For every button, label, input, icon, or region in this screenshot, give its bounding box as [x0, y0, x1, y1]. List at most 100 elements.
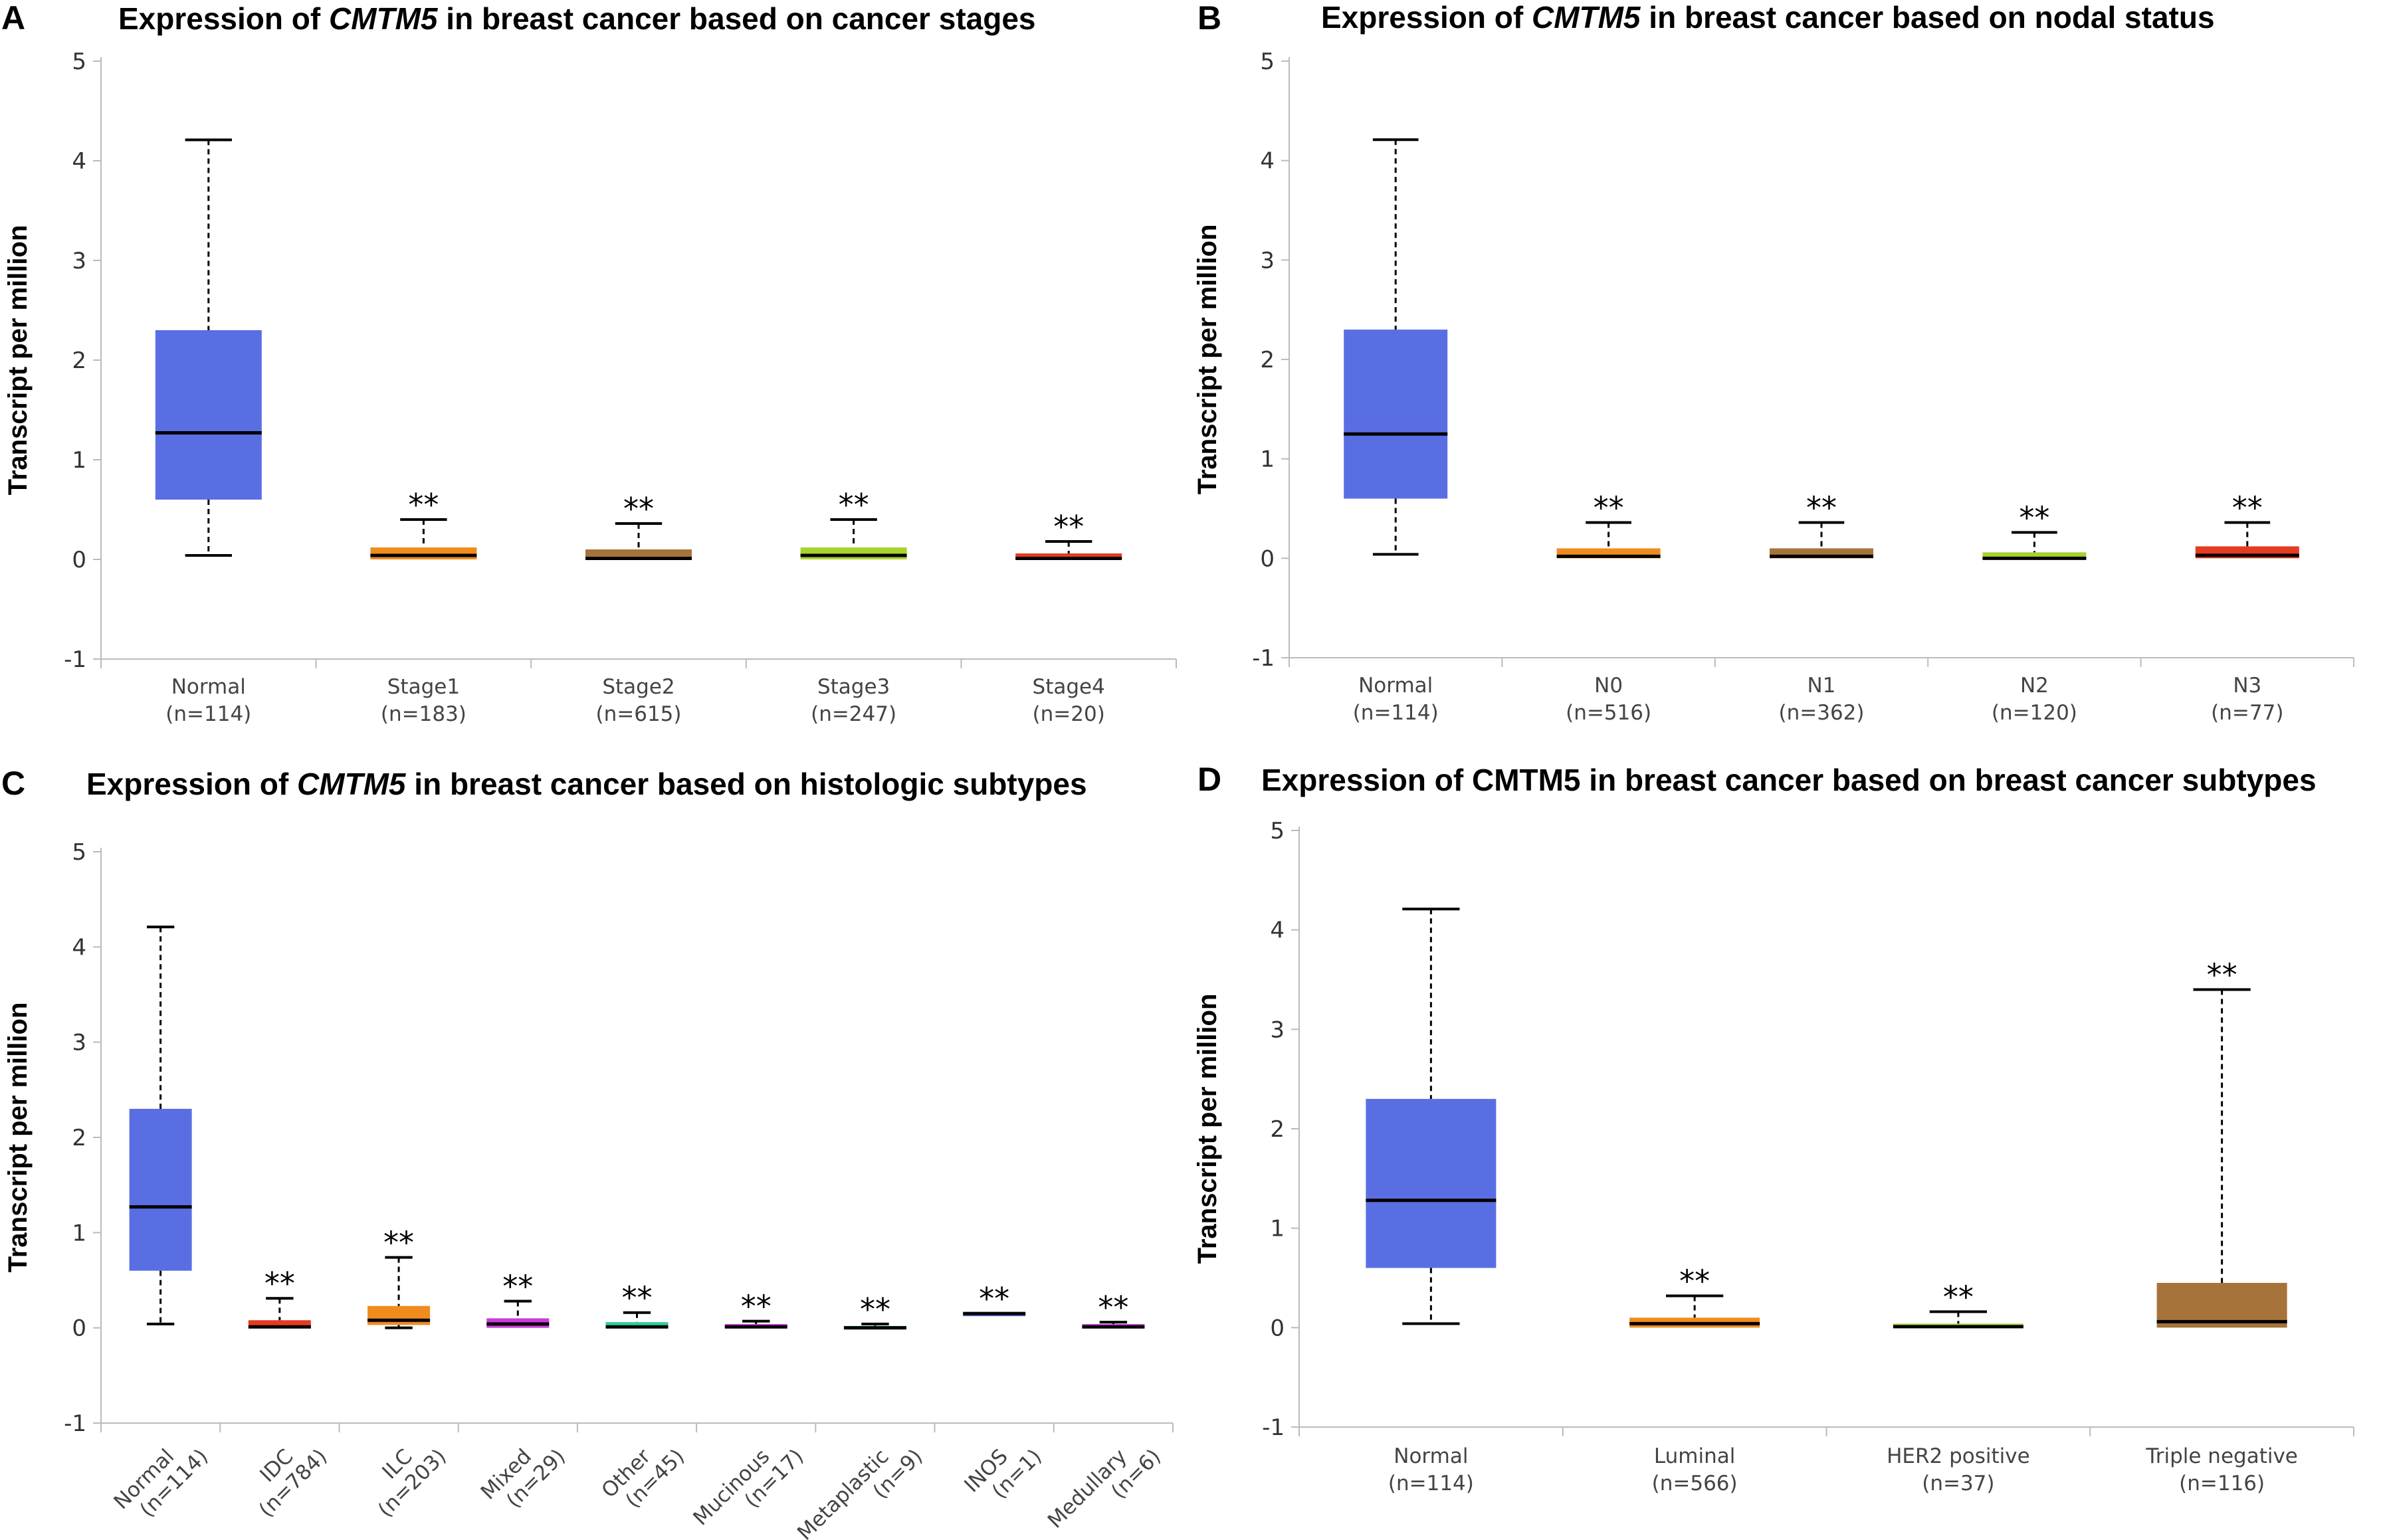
significance-mark-c-3: ** — [502, 1269, 533, 1305]
significance-mark-c-7: ** — [979, 1281, 1009, 1317]
y-axis-label-d: Transcript per million — [1193, 994, 1222, 1264]
y-tick-label-d-0: 0 — [1270, 1315, 1285, 1341]
panel-label-c: C — [1, 765, 25, 802]
box-group-d-2: ** — [1893, 1279, 2023, 1329]
y-tick-label-b-0: 0 — [1260, 545, 1275, 572]
box-group-a-1: ** — [370, 487, 477, 559]
x-category-count-a-1: (n=183) — [381, 702, 466, 726]
x-category-label-c-7: INOS(n=1) — [960, 1428, 1046, 1514]
y-tick-label-c-5: 5 — [72, 839, 86, 866]
box-group-b-2: ** — [1770, 490, 1873, 559]
panel-d: D Expression of CMTM5 in breast cancer ba… — [1190, 761, 2379, 1538]
box-group-d-1: ** — [1629, 1263, 1760, 1328]
x-category-count-d-2: (n=37) — [1922, 1472, 1994, 1495]
x-category-label-c-2: ILC(n=203) — [357, 1428, 451, 1522]
box-group-a-3: ** — [800, 487, 907, 559]
box-b-0 — [1344, 330, 1448, 499]
significance-mark-a-4: ** — [1053, 509, 1084, 545]
x-category-label-c-0: Normal(n=114) — [109, 1428, 213, 1531]
box-a-1 — [370, 547, 477, 559]
title-text-d: Expression of — [1261, 763, 1472, 797]
x-category-name-b-1: N0 — [1594, 674, 1623, 698]
y-tick-label-a-3: 3 — [72, 248, 86, 274]
y-tick-label-d-2: 2 — [1270, 1116, 1285, 1143]
y-tick-label-a-0: 0 — [72, 547, 86, 573]
y-tick-label-d-5: 5 — [1270, 818, 1285, 844]
panel-label-a: A — [1, 0, 25, 37]
box-group-b-0 — [1344, 138, 1448, 556]
box-group-c-0 — [129, 925, 192, 1325]
box-group-c-8: ** — [1082, 1290, 1145, 1329]
x-category-count-a-3: (n=247) — [811, 702, 896, 726]
title-gene-a: CMTM5 — [329, 1, 439, 36]
significance-mark-c-4: ** — [622, 1280, 653, 1316]
title-text-a: Expression of — [118, 1, 329, 36]
panel-b: B Expression of CMTM5 in breast cancer ba… — [1190, 0, 2379, 751]
x-category-label-c-5: Mucinous(n=17) — [688, 1428, 808, 1540]
y-tick-label-b--1: -1 — [1252, 645, 1275, 672]
x-category-label-c-8: Medullary(n=6) — [1043, 1428, 1166, 1540]
x-category-count-d-3: (n=116) — [2179, 1472, 2265, 1495]
significance-mark-d-2: ** — [1943, 1279, 1974, 1315]
x-category-count-b-2: (n=362) — [1779, 701, 1865, 725]
y-tick-label-c-0: 0 — [72, 1315, 86, 1342]
chart-panel-b: B Expression of CMTM5 in breast cancer ba… — [1193, 0, 2354, 725]
significance-mark-b-3: ** — [2019, 500, 2049, 535]
x-category-count-a-2: (n=615) — [596, 702, 682, 726]
box-a-4 — [1015, 553, 1122, 559]
box-group-c-1: ** — [248, 1266, 311, 1329]
box-c-2 — [367, 1305, 431, 1325]
x-category-name-b-2: N1 — [1808, 674, 1836, 698]
y-tick-label-d-3: 3 — [1270, 1016, 1285, 1043]
box-a-3 — [800, 547, 907, 559]
box-group-b-1: ** — [1556, 490, 1661, 559]
title-gene-d: CMTM5 — [1472, 763, 1581, 797]
title-gene-b: CMTM5 — [1532, 0, 1641, 35]
box-group-b-3: ** — [1982, 500, 2087, 560]
chart-panel-d: D Expression of CMTM5 in breast cancer ba… — [1193, 761, 2354, 1495]
title-rest-c: in breast cancer based on histologic sub… — [406, 767, 1087, 801]
title-text-c: Expression of — [86, 767, 297, 801]
x-category-label-c-3: Mixed(n=29) — [476, 1428, 570, 1521]
x-category-count-d-1: (n=566) — [1652, 1472, 1738, 1495]
box-c-1 — [248, 1320, 311, 1328]
y-tick-label-d--1: -1 — [1262, 1414, 1285, 1441]
y-tick-label-d-4: 4 — [1270, 917, 1285, 944]
y-tick-label-c-2: 2 — [72, 1125, 86, 1151]
x-category-name-b-0: Normal — [1358, 674, 1433, 698]
significance-mark-c-5: ** — [741, 1289, 772, 1325]
significance-mark-b-2: ** — [1806, 490, 1837, 526]
y-tick-label-c-1: 1 — [72, 1220, 86, 1246]
y-tick-label-d-1: 1 — [1270, 1216, 1285, 1242]
significance-mark-c-6: ** — [860, 1292, 890, 1327]
x-category-name-b-3: N2 — [2020, 674, 2049, 698]
box-c-4 — [605, 1322, 669, 1328]
x-category-name-d-2: HER2 positive — [1887, 1444, 2030, 1468]
box-group-c-2: ** — [367, 1225, 431, 1329]
title-gene-c: CMTM5 — [297, 767, 407, 801]
box-group-d-0 — [1366, 908, 1497, 1325]
title-text-b: Expression of — [1321, 0, 1532, 35]
box-group-c-6: ** — [843, 1292, 906, 1330]
box-group-c-4: ** — [605, 1280, 669, 1329]
x-category-name-b-4: N3 — [2233, 674, 2261, 698]
box-group-b-4: ** — [2195, 490, 2299, 559]
box-group-a-0 — [155, 138, 262, 557]
significance-mark-a-3: ** — [839, 487, 869, 523]
y-tick-label-a-1: 1 — [72, 447, 86, 474]
significance-mark-a-1: ** — [408, 487, 439, 523]
panel-c: C Expression of CMTM5 in breast cancer ba… — [0, 764, 1183, 1540]
x-category-count-b-3: (n=120) — [1992, 701, 2077, 725]
x-category-count-b-4: (n=77) — [2211, 701, 2283, 725]
significance-mark-b-4: ** — [2232, 490, 2263, 526]
x-category-name-a-3: Stage3 — [817, 675, 890, 699]
y-tick-label-b-2: 2 — [1260, 347, 1275, 373]
y-axis-label-a: Transcript per million — [3, 225, 33, 496]
y-tick-label-c--1: -1 — [64, 1410, 86, 1437]
significance-mark-b-1: ** — [1594, 490, 1624, 526]
title-rest-a: in breast cancer based on cancer stages — [438, 1, 1036, 36]
x-category-label-c-6: Metaplastic(n=9) — [793, 1428, 927, 1540]
chart-panel-a: A Expression of CMTM5 in breast cancer ba… — [1, 0, 1177, 726]
x-category-name-a-2: Stage2 — [602, 675, 674, 699]
x-category-count-a-4: (n=20) — [1033, 702, 1105, 726]
